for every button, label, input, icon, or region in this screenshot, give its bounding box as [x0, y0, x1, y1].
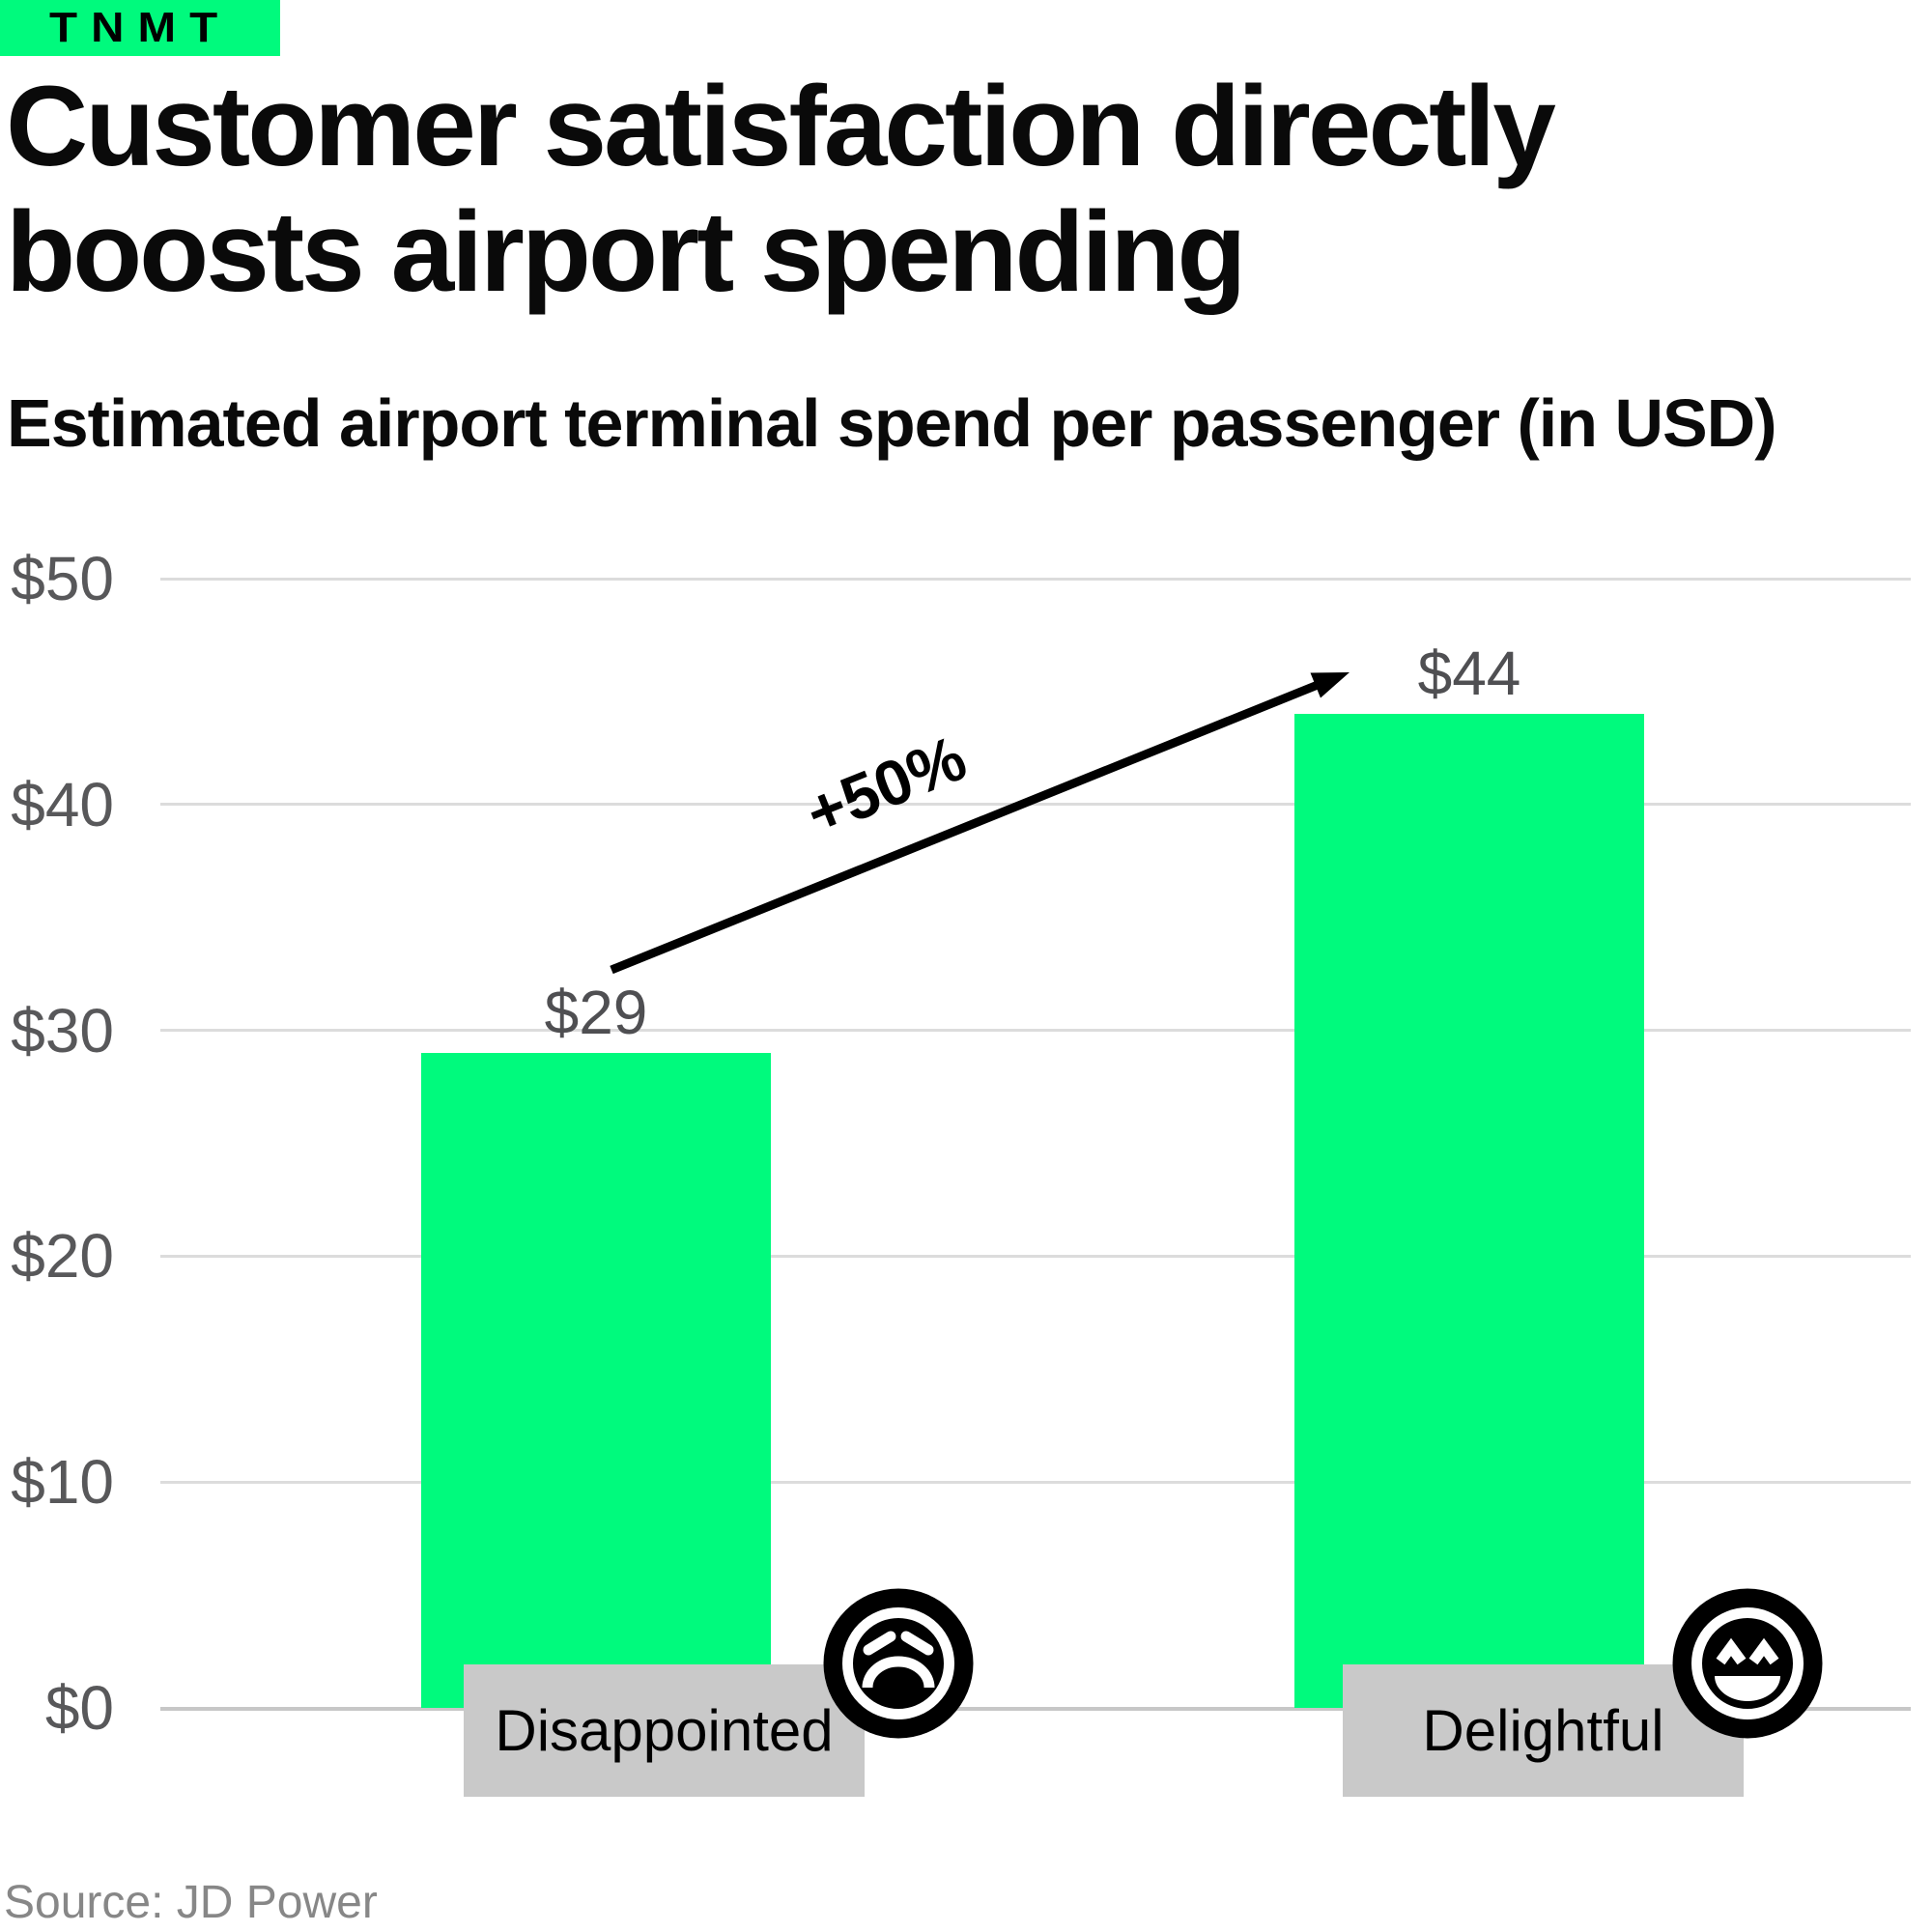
- category-label-box-disappointed: Disappointed: [464, 1664, 865, 1797]
- chart-subtitle: Estimated airport terminal spend per pas…: [7, 385, 1777, 461]
- gridline-40: [160, 803, 1911, 807]
- bar-disappointed: [421, 1052, 771, 1708]
- page-title: Customer satisfaction directly boosts ai…: [6, 63, 1556, 316]
- bar-delightful: [1294, 714, 1644, 1708]
- sad-face-icon: [823, 1588, 974, 1739]
- category-label-delightful: Delightful: [1422, 1698, 1664, 1763]
- y-tick-label-50: $50: [11, 544, 114, 613]
- category-label-disappointed: Disappointed: [495, 1698, 834, 1763]
- gridline-20: [160, 1254, 1911, 1258]
- gridline-0: [160, 1706, 1911, 1711]
- value-label-disappointed: $29: [544, 977, 648, 1047]
- gridline-30: [160, 1029, 1911, 1033]
- y-tick-label-10: $10: [11, 1447, 114, 1518]
- value-label-delightful: $44: [1417, 639, 1521, 709]
- percent-change-label: +50%: [796, 721, 976, 850]
- y-tick-label-0: $0: [44, 1673, 114, 1743]
- gridline-50: [160, 577, 1911, 581]
- gridline-10: [160, 1480, 1911, 1484]
- y-tick-label-40: $40: [11, 769, 114, 839]
- y-tick-label-30: $30: [11, 995, 114, 1065]
- happy-face-icon: [1672, 1588, 1823, 1739]
- y-tick-label-20: $20: [11, 1221, 114, 1292]
- tnmt-logo-text: TNMT: [48, 4, 232, 51]
- tnmt-logo: TNMT: [0, 0, 280, 56]
- source-caption: Source: JD Power: [4, 1877, 378, 1928]
